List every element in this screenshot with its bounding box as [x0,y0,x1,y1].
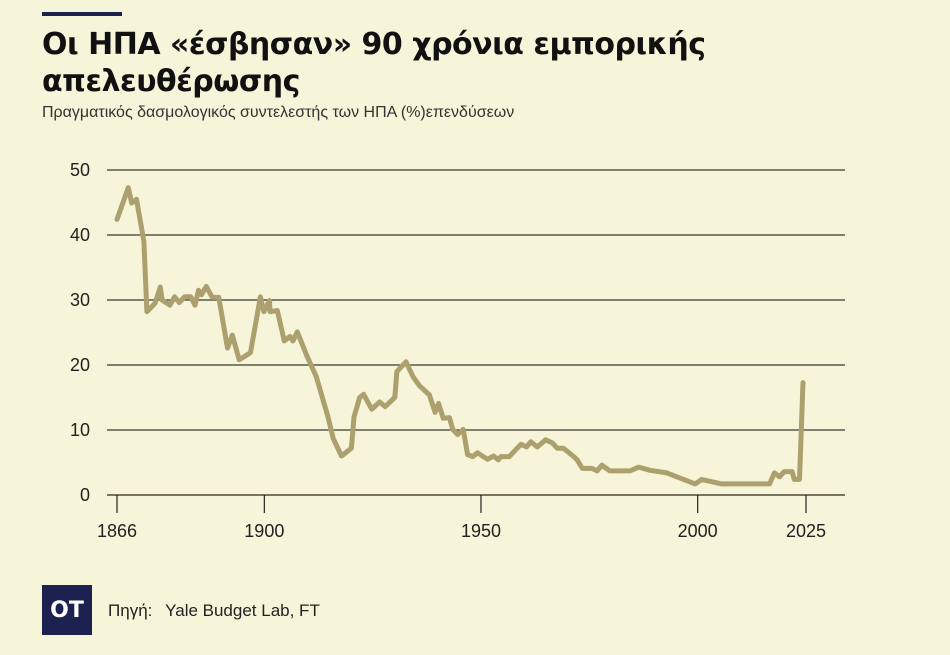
y-tick-label: 0 [80,485,90,505]
x-tick-label: 1866 [97,521,137,541]
y-tick-label: 50 [70,160,90,180]
x-axis-ticks: 1866 1900 1950 2000 2025 [97,495,826,541]
y-tick-label: 20 [70,355,90,375]
chart-subtitle: Πραγματικός δασμολογικός συντελεστής των… [42,104,515,121]
y-tick-label: 10 [70,420,90,440]
y-tick-label: 30 [70,290,90,310]
tariff-rate-line [114,185,806,487]
y-tick-label: 40 [70,225,90,245]
x-tick-label: 2025 [786,521,826,541]
source-value: Yale Budget Lab, FT [165,601,320,620]
chart-title: Οι ΗΠΑ «έσβησαν» 90 χρόνια εμπορικής απε… [42,27,706,99]
y-axis-ticks: 0 10 20 30 40 50 [70,160,90,505]
x-tick-label: 1950 [461,521,501,541]
x-tick-label: 2000 [678,521,718,541]
logo-text: OT [50,597,84,623]
source-label: Πηγή: [108,601,153,620]
source-note: Πηγή: Yale Budget Lab, FT [108,601,320,621]
x-tick-label: 1900 [244,521,284,541]
ot-logo: OT [42,585,92,635]
series-group [114,185,806,487]
top-accent-bar [42,12,122,16]
gridlines [107,169,845,496]
